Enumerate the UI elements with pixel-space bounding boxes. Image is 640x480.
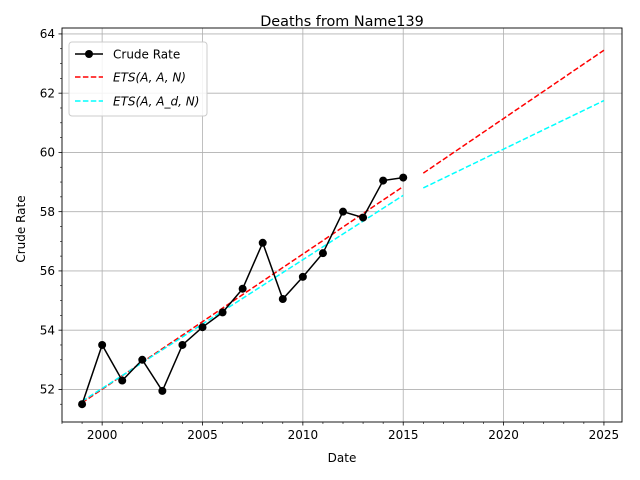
crude-rate-point [298,272,307,281]
crude-rate-point [339,207,348,216]
crude-rate-point [379,176,388,185]
axis-ticks: 2000 2005 2010 2015 2020 2025 52 54 56 58 60 62 64 [40,27,619,442]
x-tick-label: 2005 [187,428,218,442]
legend-marker-crude-rate [85,50,93,58]
legend-label-ets-aadn: ETS(A, A_d, N) [113,95,199,109]
x-tick-label: 2020 [488,428,519,442]
x-tick-label: 2000 [87,428,118,442]
series-line-2 [81,194,404,402]
plot-frame [61,27,623,423]
legend: Crude Rate ETS(A, A, N) ETS(A, A_d, N) [68,41,208,117]
y-tick-label: 60 [40,146,55,160]
x-axis-label: Date [328,451,357,465]
y-tick-label: 64 [40,27,55,41]
chart-title: Deaths from Name139 [260,14,424,30]
plot-series [78,49,605,409]
crude-rate-point [158,386,167,395]
crude-rate-point [359,213,368,222]
y-tick-label: 62 [40,86,55,100]
crude-rate-point [258,238,267,247]
crude-rate-point [98,340,107,349]
crude-rate-point [399,173,408,182]
x-tick-label: 2015 [388,428,419,442]
series-line-1 [422,49,605,174]
crude-rate-point [218,308,227,317]
legend-label-crude-rate: Crude Rate [113,48,180,62]
y-tick-label: 52 [40,383,55,397]
crude-rate-point [198,323,207,332]
legend-label-ets-aan: ETS(A, A, N) [113,71,186,85]
crude-rate-point [78,400,87,409]
x-tick-label: 2010 [288,428,319,442]
y-tick-label: 54 [40,323,55,337]
y-axis-label: Crude Rate [14,195,28,262]
crude-rate-point [118,376,127,385]
crude-rate-point [318,249,327,258]
y-tick-label: 58 [40,205,55,219]
series-line-2 [422,99,605,189]
crude-rate-point [238,284,247,293]
crude-rate-point [278,295,287,304]
legend-box [68,41,208,117]
y-tick-label: 56 [40,264,55,278]
x-tick-label: 2025 [589,428,620,442]
crude-rate-point [178,340,187,349]
crude-rate-point [138,355,147,364]
